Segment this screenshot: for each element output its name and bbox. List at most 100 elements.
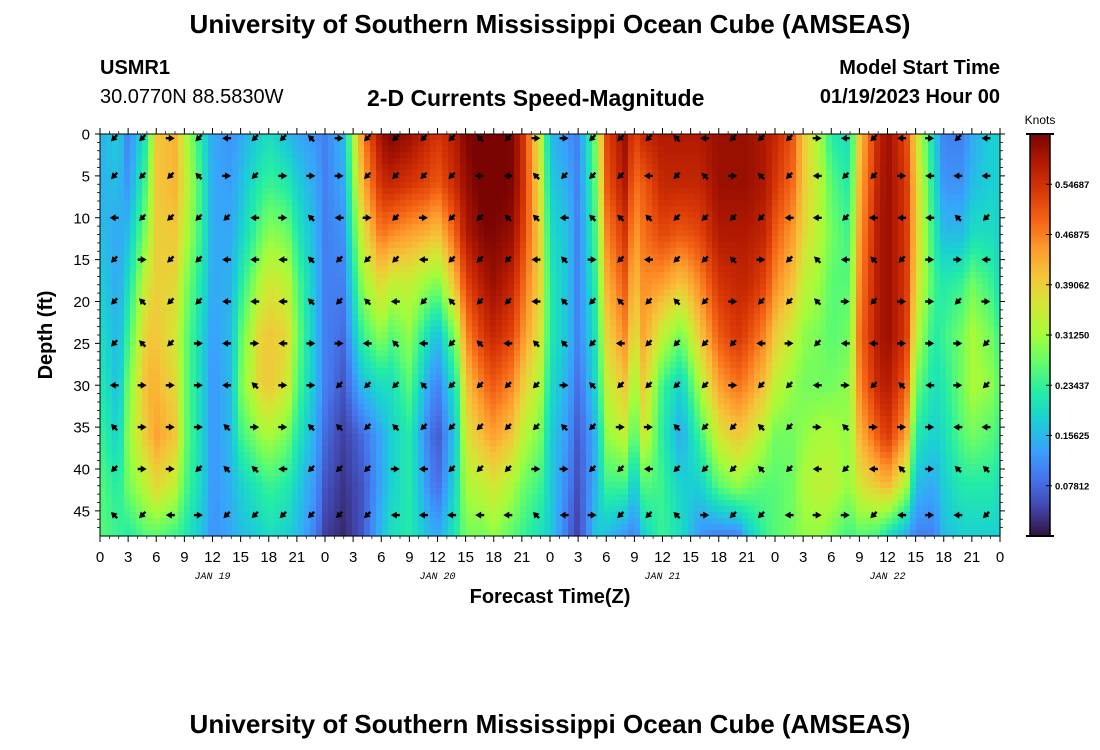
heatmap-cell <box>778 290 785 297</box>
heatmap-cell <box>862 158 869 165</box>
heatmap-cell <box>652 134 659 141</box>
heatmap-cell <box>736 272 743 279</box>
heatmap-cell <box>874 308 881 315</box>
heatmap-cell <box>454 212 461 219</box>
heatmap-cell <box>910 158 917 165</box>
heatmap-cell <box>874 266 881 273</box>
heatmap-cell <box>214 218 221 225</box>
heatmap-cell <box>706 188 713 195</box>
heatmap-cell <box>754 308 761 315</box>
heatmap-cell <box>622 152 629 159</box>
heatmap-cell <box>436 248 443 255</box>
heatmap-cell <box>190 152 197 159</box>
heatmap-cell <box>670 266 677 273</box>
heatmap-cell <box>970 230 977 237</box>
heatmap-cell <box>292 296 299 303</box>
heatmap-cell <box>988 170 995 177</box>
heatmap-cell <box>646 248 653 255</box>
heatmap-cell <box>190 320 197 327</box>
heatmap-cell <box>586 176 593 183</box>
heatmap-cell <box>598 278 605 285</box>
heatmap-cell <box>328 236 335 243</box>
heatmap-cell <box>964 194 971 201</box>
heatmap-cell <box>976 206 983 213</box>
heatmap-cell <box>316 278 323 285</box>
heatmap-cell <box>160 326 167 333</box>
heatmap-cell <box>772 302 779 309</box>
heatmap-cell <box>964 224 971 231</box>
heatmap-cell <box>778 302 785 309</box>
heatmap-cell <box>106 158 113 165</box>
heatmap-cell <box>376 158 383 165</box>
heatmap-cell <box>598 302 605 309</box>
heatmap-cell <box>784 170 791 177</box>
heatmap-cell <box>724 326 731 333</box>
heatmap-cell <box>412 272 419 279</box>
heatmap-cell <box>688 134 695 141</box>
heatmap-cell <box>934 320 941 327</box>
heatmap-cell <box>244 290 251 297</box>
heatmap-cell <box>784 182 791 189</box>
heatmap-cell <box>142 332 149 339</box>
heatmap-cell <box>934 278 941 285</box>
heatmap-cell <box>418 200 425 207</box>
heatmap-cell <box>436 170 443 177</box>
heatmap-cell <box>760 326 767 333</box>
heatmap-cell <box>370 230 377 237</box>
heatmap-cell <box>928 248 935 255</box>
heatmap-cell <box>724 146 731 153</box>
heatmap-cell <box>208 140 215 147</box>
heatmap-cell <box>772 236 779 243</box>
heatmap-cell <box>934 266 941 273</box>
heatmap-cell <box>322 188 329 195</box>
heatmap-cell <box>214 134 221 141</box>
heatmap-cell <box>994 176 1001 183</box>
heatmap-cell <box>436 236 443 243</box>
heatmap-cell <box>214 200 221 207</box>
heatmap-cell <box>652 254 659 261</box>
heatmap-cell <box>232 248 239 255</box>
heatmap-cell <box>712 200 719 207</box>
heatmap-cell <box>370 164 377 171</box>
heatmap-cell <box>172 326 179 333</box>
heatmap-cell <box>304 176 311 183</box>
heatmap-cell <box>706 146 713 153</box>
heatmap-cell <box>358 200 365 207</box>
heatmap-cell <box>658 206 665 213</box>
heatmap-cell <box>286 176 293 183</box>
heatmap-cell <box>352 272 359 279</box>
heatmap-cell <box>958 248 965 255</box>
heatmap-cell <box>892 152 899 159</box>
heatmap-cell <box>874 164 881 171</box>
heatmap-cell <box>280 320 287 327</box>
heatmap-cell <box>742 182 749 189</box>
heatmap-cell <box>346 146 353 153</box>
heatmap-cell <box>232 236 239 243</box>
heatmap-cell <box>328 230 335 237</box>
heatmap-cell <box>814 224 821 231</box>
heatmap-cell <box>730 206 737 213</box>
heatmap-cell <box>622 248 629 255</box>
heatmap-cell <box>814 260 821 267</box>
heatmap-cell <box>406 200 413 207</box>
heatmap-cell <box>280 164 287 171</box>
heatmap-cell <box>646 158 653 165</box>
heatmap-cell <box>922 188 929 195</box>
heatmap-cell <box>358 194 365 201</box>
heatmap-cell <box>484 152 491 159</box>
heatmap-cell <box>658 308 665 315</box>
heatmap-cell <box>946 218 953 225</box>
heatmap-cell <box>688 266 695 273</box>
heatmap-cell <box>994 236 1001 243</box>
heatmap-cell <box>724 206 731 213</box>
heatmap-cell <box>352 146 359 153</box>
heatmap-cell <box>928 218 935 225</box>
heatmap-cell <box>448 182 455 189</box>
heatmap-cell <box>808 290 815 297</box>
heatmap-cell <box>244 134 251 141</box>
heatmap-cell <box>970 140 977 147</box>
heatmap-cell <box>586 272 593 279</box>
heatmap-cell <box>556 218 563 225</box>
heatmap-cell <box>196 152 203 159</box>
heatmap-cell <box>130 194 137 201</box>
